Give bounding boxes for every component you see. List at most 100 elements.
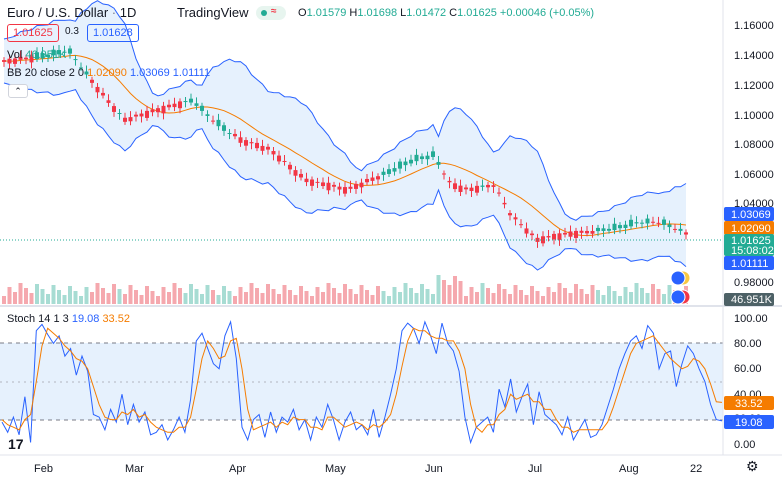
volume-bar	[233, 296, 237, 304]
candle-body	[458, 185, 463, 192]
volume-bar	[150, 291, 155, 304]
candle-body	[2, 60, 6, 62]
volume-bar	[73, 291, 78, 304]
candle-body	[178, 101, 182, 109]
last-price-label-bg	[724, 234, 774, 256]
sell-button[interactable]: 1.01625	[7, 24, 59, 42]
volume-bar	[315, 287, 320, 304]
time-axis[interactable]: Feb Mar Apr May Jun Jul Aug 22	[34, 463, 702, 475]
candle-body	[18, 56, 23, 60]
volume-bar	[662, 294, 666, 304]
candle-body	[332, 184, 336, 187]
volume-bar	[205, 285, 210, 304]
market-open-dot-icon	[261, 10, 267, 16]
volume-bar	[194, 289, 199, 304]
volume-bar	[101, 288, 105, 304]
candle-body	[84, 71, 89, 75]
stoch-legend[interactable]: Stoch 14 1 3 19.08 33.52	[7, 313, 130, 325]
candle-body	[321, 182, 325, 187]
stoch-axis[interactable]: 100.00 80.00 60.00 40.00 20.00 0.00 33.5…	[724, 313, 774, 451]
volume-bar	[227, 291, 232, 304]
volume-bar	[585, 294, 589, 304]
volume-bar	[387, 296, 391, 304]
volume-bar	[222, 286, 226, 304]
volume-bar	[172, 283, 177, 304]
volume-bar	[403, 283, 408, 304]
candle-body	[216, 119, 221, 127]
candle-body	[183, 101, 188, 103]
volume-bar	[211, 290, 215, 304]
volume-bar	[337, 293, 342, 304]
bollinger-upper-line	[3, 0, 687, 221]
volume-bar	[288, 290, 292, 304]
symbol-title[interactable]: Euro / U.S. Dollar · 1D	[7, 5, 136, 20]
event-flag-icon[interactable]	[670, 270, 686, 286]
candle-body	[530, 233, 534, 236]
candle-body	[189, 98, 193, 103]
volume-bar	[326, 283, 331, 304]
volume-bar	[497, 284, 501, 304]
bollinger-band-fill	[4, 0, 686, 270]
candle-body	[249, 142, 254, 144]
volume-bar	[57, 290, 61, 304]
stochastic-pane[interactable]	[0, 319, 723, 445]
volume-bar	[502, 289, 507, 304]
time-tick: May	[325, 463, 346, 475]
volume-bar	[304, 291, 309, 304]
candle-body	[205, 114, 210, 116]
volume-bar	[183, 293, 188, 304]
event-flags[interactable]	[670, 270, 691, 305]
candle-body	[51, 49, 56, 56]
tradingview-logo-icon[interactable]: 17	[8, 436, 24, 452]
bb-legend[interactable]: BB 20 close 2 0 1.02090 1.03069 1.01111	[7, 67, 210, 79]
candle-body	[370, 177, 375, 181]
time-tick: Apr	[229, 463, 246, 475]
candle-body	[579, 230, 584, 233]
stoch-legend-k: 19.08	[71, 313, 100, 325]
volume-bar	[260, 293, 265, 304]
volume-bar	[332, 288, 336, 304]
gear-icon[interactable]: ⚙	[746, 458, 759, 474]
main-price-pane[interactable]	[0, 0, 723, 304]
candle-body	[414, 154, 419, 162]
candle-body	[68, 48, 72, 54]
candle-body	[90, 79, 94, 83]
price-tick: 1.12000	[734, 80, 774, 92]
stoch-k-axis-label: 19.08	[735, 417, 763, 429]
volume-bar	[139, 295, 144, 304]
candle-body	[387, 169, 391, 174]
volume-bar	[249, 283, 254, 304]
volume-legend[interactable]: Vol 46.951K	[7, 49, 66, 61]
volume-bar	[200, 294, 204, 304]
volume-bar	[178, 288, 182, 304]
candle-body	[244, 140, 248, 146]
volume-bar	[431, 294, 435, 304]
volume-bar	[255, 288, 259, 304]
candle-body	[585, 230, 589, 234]
market-status-badge[interactable]: ≈	[256, 6, 286, 20]
volume-bar	[51, 285, 56, 304]
volume-bar	[590, 285, 595, 304]
candle-body	[260, 145, 265, 151]
candle-body	[381, 171, 386, 175]
volume-bar	[40, 289, 45, 304]
candle-body	[656, 222, 661, 224]
event-flag-icon[interactable]	[670, 289, 686, 305]
candle-body	[629, 219, 633, 227]
volume-bar	[365, 290, 369, 304]
stoch-legend-d: 33.52	[102, 313, 130, 325]
volume-bar	[513, 285, 518, 304]
candle-body	[117, 113, 122, 114]
candle-body	[607, 228, 611, 231]
candle-body	[392, 168, 397, 172]
candle-body	[57, 50, 61, 55]
volume-bar	[552, 292, 556, 304]
price-tick: 1.14000	[734, 50, 774, 62]
volume-bar	[189, 284, 193, 304]
price-tick: 1.10000	[734, 110, 774, 122]
volume-bar	[90, 292, 94, 304]
buy-button[interactable]: 1.01628	[87, 24, 139, 42]
stoch-tick: 100.00	[734, 313, 768, 325]
collapse-legend-button[interactable]: ⌃	[8, 84, 28, 98]
